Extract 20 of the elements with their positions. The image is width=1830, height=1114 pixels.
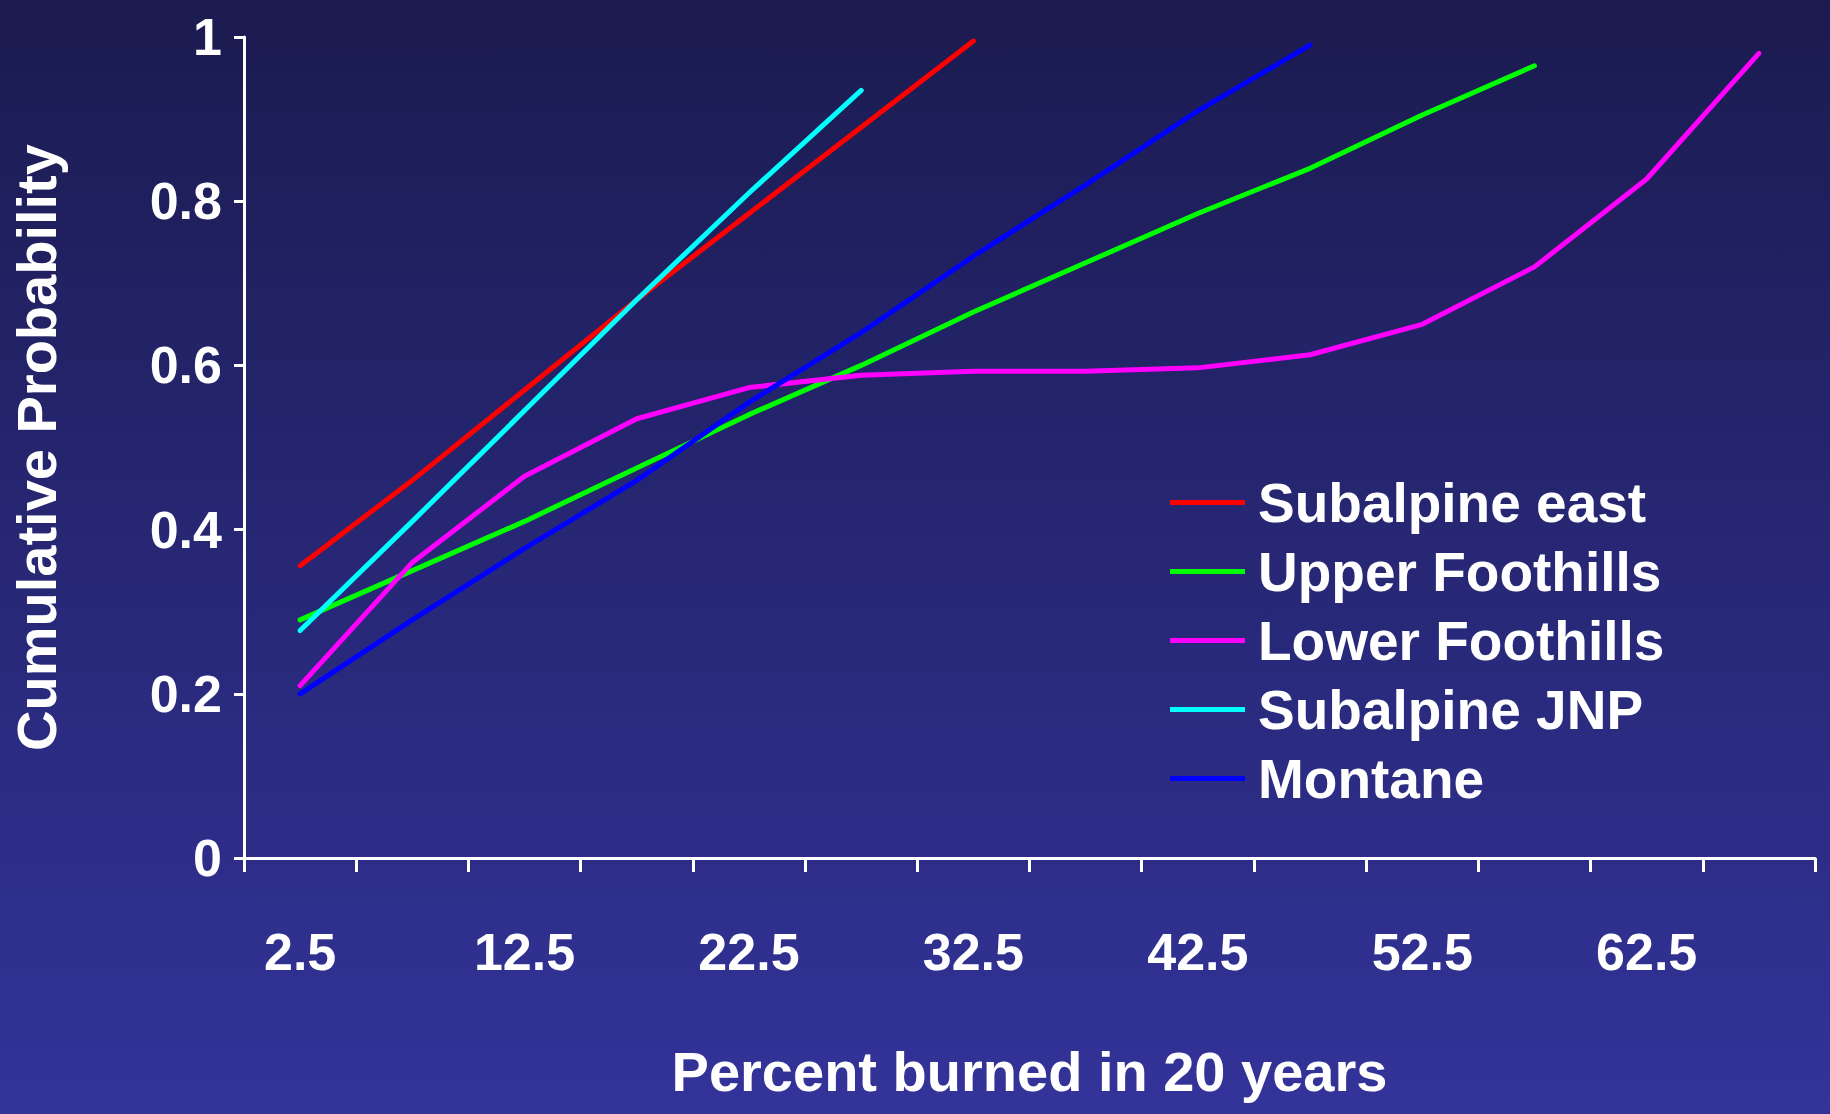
y-tick-label: 1 [193,8,222,66]
x-tick-label: 2.5 [263,923,337,981]
y-tick-label: 0.2 [149,664,222,723]
y-tick-label: 0.8 [149,172,222,231]
x-tick-label: 32.5 [922,923,1024,981]
x-tick-label: 12.5 [473,923,576,981]
legend-label: Upper Foothills [1258,540,1662,603]
x-tick-label: 52.5 [1371,923,1473,981]
x-tick-label: 42.5 [1147,923,1249,981]
legend-label: Subalpine JNP [1258,678,1644,741]
y-tick-label: 0.6 [149,336,222,395]
legend-label: Montane [1258,747,1485,810]
legend-label: Lower Foothills [1258,609,1665,672]
y-axis-title: Cumulative Probability [4,144,68,751]
x-axis-title: Percent burned in 20 years [671,1039,1388,1103]
x-tick-label: 62.5 [1596,923,1698,981]
y-tick-label: 0 [193,829,222,887]
x-tick-label: 22.5 [698,923,800,981]
legend-label: Subalpine east [1258,471,1647,534]
y-tick-label: 0.4 [149,500,223,559]
